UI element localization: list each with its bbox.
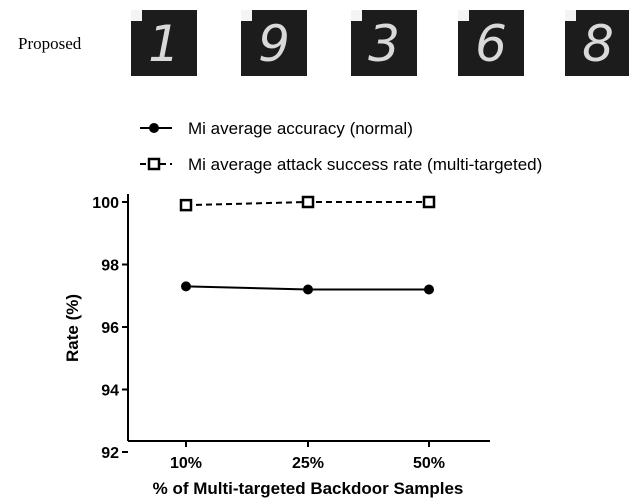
x-tick-label: 10% xyxy=(170,455,202,472)
digit-tile-5: 8 xyxy=(565,10,629,76)
x-tick-label: 50% xyxy=(413,455,445,472)
digit-tile-2: 9 xyxy=(241,10,307,76)
digit-tile-4: 6 xyxy=(458,10,524,76)
x-axis-label: % of Multi-targeted Backdoor Samples xyxy=(153,479,464,498)
digit-tile-1: 1 xyxy=(131,10,197,76)
trigger-patch xyxy=(458,10,469,21)
data-point xyxy=(422,195,436,209)
trigger-patch xyxy=(565,10,576,21)
trigger-patch xyxy=(351,10,362,21)
x-tick-label: 25% xyxy=(292,455,324,472)
trigger-patch xyxy=(241,10,252,21)
y-tick-label: 98 xyxy=(101,258,119,275)
legend-marker xyxy=(147,157,161,171)
digit-glyph: 1 xyxy=(148,15,180,73)
chart-series xyxy=(179,195,436,295)
data-point xyxy=(179,198,193,212)
digit-glyph: 9 xyxy=(258,15,290,73)
trigger-patch xyxy=(131,10,142,21)
chart-axes xyxy=(127,194,490,442)
data-point xyxy=(424,284,434,295)
y-tick-label: 92 xyxy=(101,445,119,462)
rate-line-chart: Mi average accuracy (normal) Mi average a… xyxy=(63,119,542,498)
legend-item-1: Mi average accuracy (normal) xyxy=(140,119,413,138)
digit-glyph: 8 xyxy=(582,15,614,73)
proposed-row-label: Proposed xyxy=(18,34,82,53)
data-point xyxy=(181,281,191,292)
y-axis-label: Rate (%) xyxy=(63,294,82,362)
digit-glyph: 6 xyxy=(475,15,507,73)
digit-glyph: 3 xyxy=(368,15,400,73)
digit-tile-3: 3 xyxy=(351,10,417,76)
series-2 xyxy=(179,195,436,212)
data-point xyxy=(303,284,313,295)
legend-label: Mi average accuracy (normal) xyxy=(188,119,413,138)
legend-item-2: Mi average attack success rate (multi-ta… xyxy=(140,155,542,174)
y-tick-label: 100 xyxy=(92,195,119,212)
chart-ticks: 92 94 96 98 100 10% 25% 50% xyxy=(92,195,445,472)
y-tick-label: 94 xyxy=(101,383,119,400)
data-point xyxy=(301,195,315,209)
series-1 xyxy=(181,281,434,295)
y-tick-label: 96 xyxy=(101,320,119,337)
legend-marker xyxy=(149,123,159,133)
legend-label: Mi average attack success rate (multi-ta… xyxy=(188,155,542,174)
chart-legend: Mi average accuracy (normal) Mi average a… xyxy=(140,119,542,174)
